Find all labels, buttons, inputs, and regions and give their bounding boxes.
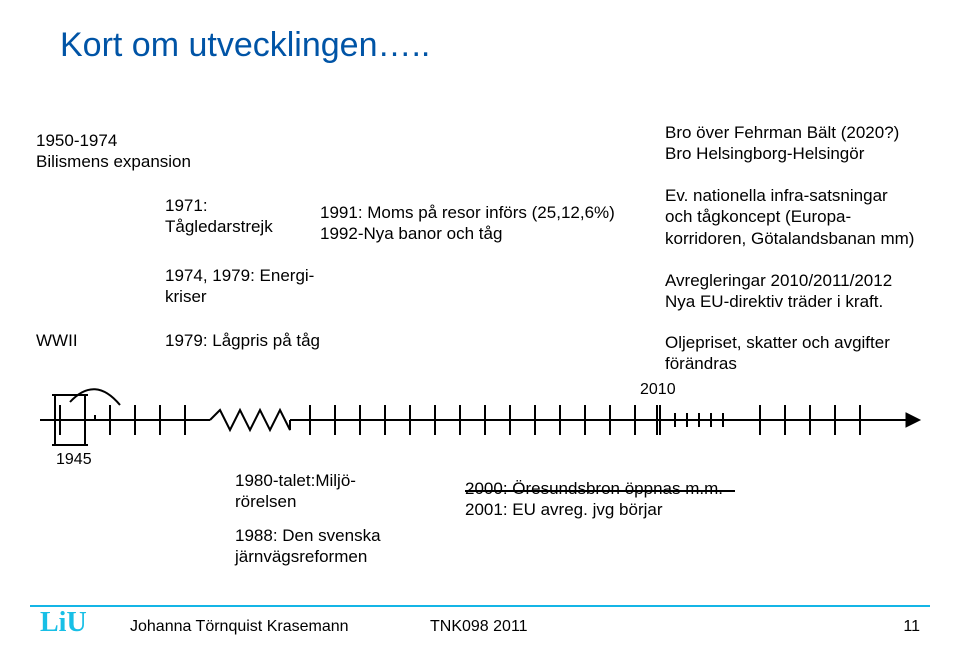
footer-author: Johanna Törnquist Krasemann xyxy=(130,618,349,636)
footer-course: TNK098 2011 xyxy=(430,618,528,636)
logo: LiU xyxy=(40,607,87,639)
footer-page: 11 xyxy=(903,618,920,636)
slide: Kort om utvecklingen….. 1950-1974 Bilism… xyxy=(0,0,960,654)
footer-divider xyxy=(30,605,930,607)
timeline xyxy=(0,0,960,654)
